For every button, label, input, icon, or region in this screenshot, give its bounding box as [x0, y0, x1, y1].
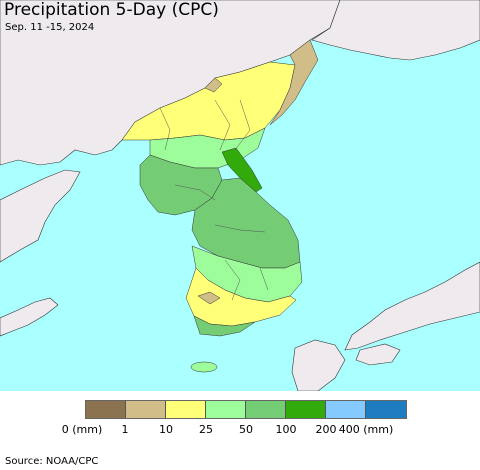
jeju-island — [190, 361, 218, 373]
sk-green-zone — [191, 177, 301, 269]
legend-tick-label: 0 (mm) — [61, 423, 103, 436]
province-borders — [159, 99, 269, 301]
map-canvas — [0, 0, 480, 391]
legend-swatch — [326, 401, 366, 418]
legend-tick-label: 200 — [315, 423, 337, 436]
japan-shikoku — [355, 343, 401, 366]
legend-tick-label: 100 — [275, 423, 297, 436]
legend-tick-label: 400 (mm) — [338, 423, 394, 436]
legend-swatch — [366, 401, 406, 418]
russia-far-east — [311, 0, 480, 61]
legend-tick-label: 50 — [239, 423, 253, 436]
japan-honshu — [344, 261, 480, 351]
legend-tick-label: 25 — [199, 423, 213, 436]
page-title: Precipitation 5-Day (CPC) — [4, 0, 219, 20]
japan-kyushu — [291, 339, 346, 391]
nk-darkgreen-zone — [221, 147, 263, 193]
sk-green-coast — [193, 315, 256, 337]
nk-tan-spot — [204, 77, 223, 93]
legend-swatch — [166, 401, 206, 418]
sk-tan-spot — [197, 291, 221, 305]
legend-swatch — [206, 401, 246, 418]
nk-tan-zone — [269, 39, 319, 126]
precipitation-map — [0, 0, 480, 391]
source-credit: Source: NOAA/CPC — [5, 456, 99, 467]
legend-tick-label: 1 — [121, 423, 129, 436]
shandong-peninsula — [0, 297, 59, 337]
legend-color-bar — [85, 400, 407, 419]
legend-swatch — [126, 401, 166, 418]
legend-tick-label: 10 — [159, 423, 173, 436]
legend-swatch — [246, 401, 286, 418]
legend-swatch — [86, 401, 126, 418]
legend-swatch — [286, 401, 326, 418]
liaodong-peninsula — [0, 169, 81, 263]
date-range: Sep. 11 -15, 2024 — [5, 22, 95, 33]
